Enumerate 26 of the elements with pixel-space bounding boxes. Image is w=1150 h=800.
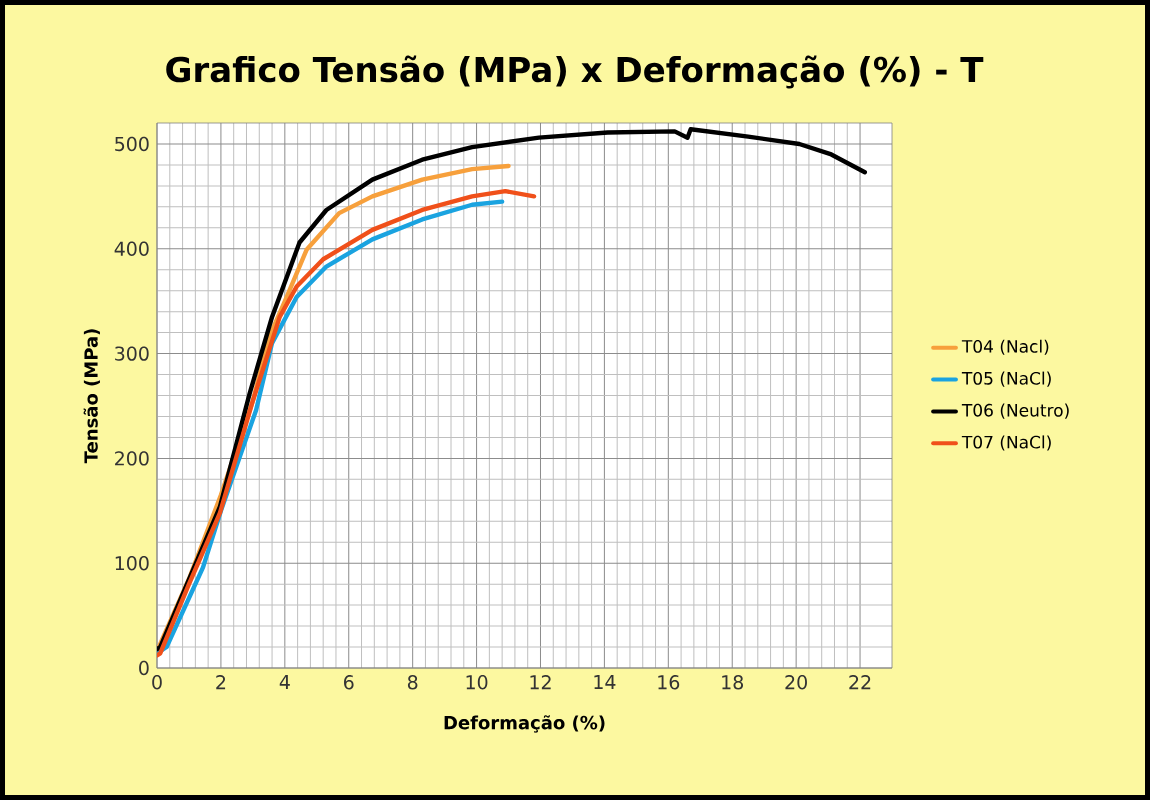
x-tick-label: 20 xyxy=(785,675,807,690)
x-tick-label: 10 xyxy=(466,675,488,690)
y-tick-label: 400 xyxy=(114,241,149,256)
x-tick-label: 12 xyxy=(530,675,551,690)
x-axis-title: Deformação (%) xyxy=(444,715,605,733)
y-tick-label: 300 xyxy=(115,346,149,361)
x-tick-label: 16 xyxy=(658,675,680,690)
x-tick-label: 4 xyxy=(279,675,290,689)
legend-label: T04 (Nacl) xyxy=(961,339,1049,355)
legend-label: T07 (NaCl) xyxy=(961,435,1051,451)
x-tick-label: 8 xyxy=(407,675,418,690)
x-tick-label: 14 xyxy=(594,675,616,689)
y-tick-label: 200 xyxy=(115,451,149,466)
y-tick-label: 500 xyxy=(115,136,149,152)
x-tick-label: 2 xyxy=(216,675,226,690)
x-tick-label: 6 xyxy=(344,675,354,690)
y-tick-label: 0 xyxy=(139,660,149,676)
legend-label: T06 (Neutro) xyxy=(961,403,1069,419)
chart-title: Grafico Tensão (MPa) x Deformação (%) - T xyxy=(166,55,984,89)
y-axis-title: Tensão (MPa) xyxy=(83,329,100,464)
x-tick-label: 0 xyxy=(152,675,162,690)
x-tick-label: 22 xyxy=(849,675,871,690)
line-series xyxy=(157,127,868,652)
legend-label: T05 (NaCl) xyxy=(961,371,1051,387)
y-tick-label: 100 xyxy=(115,555,149,571)
x-tick-label: 18 xyxy=(722,675,744,690)
